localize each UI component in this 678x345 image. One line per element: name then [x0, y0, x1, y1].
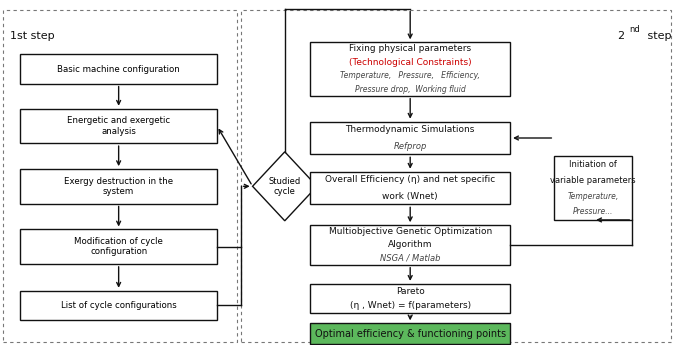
Text: Thermodynamic Simulations: Thermodynamic Simulations: [346, 125, 475, 134]
Text: Refprop: Refprop: [393, 142, 427, 151]
Text: work (Wnet): work (Wnet): [382, 192, 438, 201]
Text: 2: 2: [617, 31, 624, 41]
Text: Studied
cycle: Studied cycle: [268, 177, 301, 196]
Text: (η , Wnet) = f(parameters): (η , Wnet) = f(parameters): [350, 301, 471, 310]
Bar: [20, 169, 217, 204]
Text: Temperature,: Temperature,: [567, 191, 619, 200]
Text: Pressure...: Pressure...: [573, 207, 614, 216]
Text: 1st step: 1st step: [10, 31, 55, 41]
Bar: [311, 122, 510, 155]
Text: Initiation of: Initiation of: [570, 160, 617, 169]
Bar: [20, 229, 217, 264]
Polygon shape: [252, 152, 317, 221]
Text: Modification of cycle
configuration: Modification of cycle configuration: [74, 237, 163, 256]
Text: Algorithm: Algorithm: [388, 240, 433, 249]
Bar: [20, 109, 217, 143]
Bar: [3, 10, 237, 342]
Text: Multiobjective Genetic Optimization: Multiobjective Genetic Optimization: [329, 227, 492, 236]
Bar: [311, 171, 510, 204]
Bar: [20, 290, 217, 320]
Text: Basic machine configuration: Basic machine configuration: [57, 65, 180, 73]
Text: Pareto: Pareto: [396, 287, 424, 296]
Bar: [241, 10, 671, 342]
Text: variable parameters: variable parameters: [551, 176, 636, 185]
Bar: [20, 54, 217, 83]
Text: Overall Efficiency (η) and net specific: Overall Efficiency (η) and net specific: [325, 175, 496, 184]
Text: Energetic and exergetic
analysis: Energetic and exergetic analysis: [67, 116, 170, 136]
Text: NSGA / Matlab: NSGA / Matlab: [380, 254, 441, 263]
Text: nd: nd: [629, 25, 640, 34]
Text: Temperature,   Pressure,   Efficiency,: Temperature, Pressure, Efficiency,: [340, 71, 480, 80]
Text: Fixing physical parameters: Fixing physical parameters: [349, 45, 471, 53]
Text: Optimal efficiency & functioning points: Optimal efficiency & functioning points: [315, 329, 506, 338]
Bar: [311, 323, 510, 344]
Bar: [311, 42, 510, 96]
Bar: [555, 156, 632, 220]
Text: Pressure drop,  Working fluid: Pressure drop, Working fluid: [355, 85, 466, 93]
Text: step: step: [644, 31, 672, 41]
Text: (Technological Constraints): (Technological Constraints): [349, 58, 471, 67]
Bar: [311, 284, 510, 313]
Bar: [311, 225, 510, 265]
Text: Exergy destruction in the
system: Exergy destruction in the system: [64, 177, 173, 196]
Text: List of cycle configurations: List of cycle configurations: [61, 301, 176, 310]
